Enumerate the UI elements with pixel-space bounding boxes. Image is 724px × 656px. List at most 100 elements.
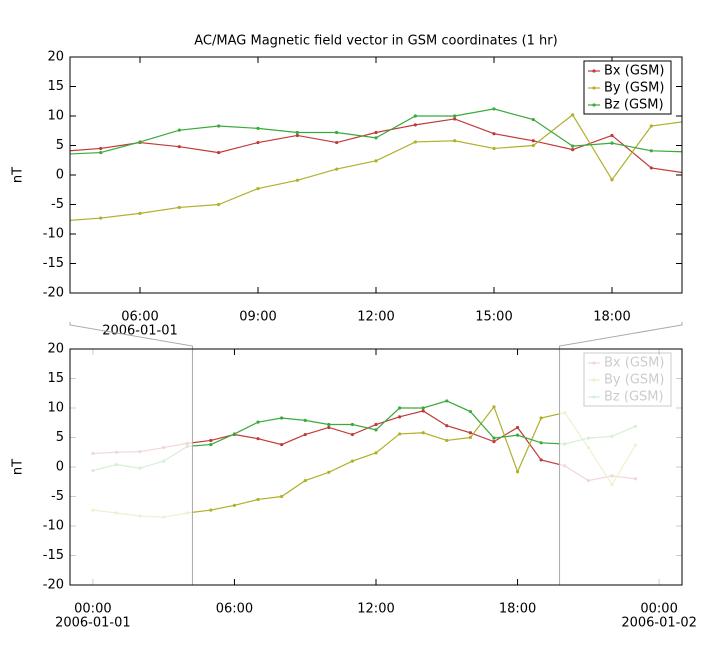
data-point xyxy=(492,107,496,111)
data-point xyxy=(256,126,260,130)
data-point xyxy=(453,114,457,118)
data-point xyxy=(256,420,260,424)
plot-frame xyxy=(69,348,683,586)
data-point xyxy=(445,438,449,443)
x-tick-label: 18:00 xyxy=(499,602,536,617)
y-tick-label: -5 xyxy=(51,197,64,212)
y-tick-label: -5 xyxy=(51,489,64,504)
y-tick-label: -15 xyxy=(43,548,64,563)
data-point xyxy=(374,422,378,427)
data-point xyxy=(468,435,472,440)
data-point xyxy=(232,503,237,507)
data-point xyxy=(335,130,339,135)
data-point xyxy=(610,178,614,182)
data-point xyxy=(327,422,331,427)
data-point xyxy=(445,399,449,403)
x-tick-label: 09:00 xyxy=(239,310,276,325)
legend-label: Bz (GSM) xyxy=(604,98,664,113)
x-tick-date: 2006-01-01 xyxy=(102,324,178,339)
data-point xyxy=(413,114,417,118)
data-point xyxy=(397,432,402,436)
data-point xyxy=(571,148,575,152)
legend-swatch xyxy=(592,69,596,73)
y-tick-label: 20 xyxy=(47,50,64,65)
data-point xyxy=(256,497,260,502)
data-point xyxy=(445,424,449,428)
data-point xyxy=(468,409,472,414)
legend-label: Bx (GSM) xyxy=(604,64,664,79)
legend-box xyxy=(583,352,672,407)
data-point xyxy=(280,494,284,499)
legend-swatch xyxy=(592,395,596,399)
data-point xyxy=(217,202,221,207)
data-point xyxy=(256,186,260,191)
y-tick-label: 10 xyxy=(47,109,64,124)
y-tick-label: 15 xyxy=(47,371,64,386)
data-point xyxy=(20,224,23,227)
data-point xyxy=(453,117,457,121)
x-tick-label: 00:00 xyxy=(640,602,677,617)
x-tick-date: 2006-01-02 xyxy=(621,616,697,631)
data-point xyxy=(303,418,307,422)
data-point xyxy=(492,146,496,151)
data-point xyxy=(413,140,417,144)
data-point xyxy=(217,150,221,155)
data-point xyxy=(468,431,472,435)
y-tick-label: -10 xyxy=(43,519,64,534)
series-line xyxy=(70,113,682,221)
data-point xyxy=(138,211,142,215)
data-point xyxy=(99,216,103,220)
x-tick-label: 00:00 xyxy=(74,602,111,617)
data-point xyxy=(232,432,237,436)
data-point xyxy=(295,178,299,182)
legend: Bx (GSM) By (GSM) Bz (GSM) xyxy=(583,60,672,115)
data-point xyxy=(610,133,614,138)
data-point xyxy=(177,145,181,149)
legend-label: Bx (GSM) xyxy=(604,356,664,371)
y-tick-label: 5 xyxy=(56,430,64,445)
data-point xyxy=(280,416,284,420)
data-point xyxy=(649,149,653,153)
data-point xyxy=(99,150,103,155)
data-point xyxy=(350,422,355,427)
data-point xyxy=(539,416,543,420)
data-point xyxy=(531,143,535,148)
data-point xyxy=(138,140,142,144)
data-point xyxy=(453,139,457,143)
y-tick-label: -20 xyxy=(43,578,64,593)
data-point xyxy=(374,136,378,140)
data-point xyxy=(539,458,543,462)
data-point xyxy=(99,146,103,151)
x-tick-label: 06:00 xyxy=(216,602,253,617)
data-point xyxy=(421,409,425,413)
legend: Bx (GSM) By (GSM) Bz (GSM) xyxy=(583,352,672,407)
data-point xyxy=(515,470,520,474)
data-point xyxy=(571,144,575,148)
data-point xyxy=(217,124,221,128)
y-tick-label: 20 xyxy=(47,342,64,357)
y-tick-label: -15 xyxy=(43,256,64,271)
series-line xyxy=(70,108,682,155)
data-point xyxy=(539,441,543,445)
data-point xyxy=(689,150,692,153)
data-point xyxy=(209,438,213,443)
data-point xyxy=(350,459,355,463)
data-point xyxy=(374,130,378,135)
legend-swatch xyxy=(592,86,596,90)
legend-swatch xyxy=(592,378,596,382)
y-tick-label: -20 xyxy=(43,286,64,301)
data-point xyxy=(374,159,378,163)
data-point xyxy=(327,425,331,430)
x-tick-label: 15:00 xyxy=(475,310,512,325)
data-point xyxy=(413,123,417,127)
legend-swatch xyxy=(592,103,596,107)
x-tick-label: 12:00 xyxy=(357,602,394,617)
fade xyxy=(559,349,682,585)
data-point xyxy=(335,140,339,145)
data-point xyxy=(303,432,307,437)
y-tick-label: 10 xyxy=(47,401,64,416)
data-point xyxy=(397,415,402,419)
data-point xyxy=(531,117,535,122)
x-tick-label: 06:00 xyxy=(121,310,158,325)
data-point xyxy=(60,153,63,156)
